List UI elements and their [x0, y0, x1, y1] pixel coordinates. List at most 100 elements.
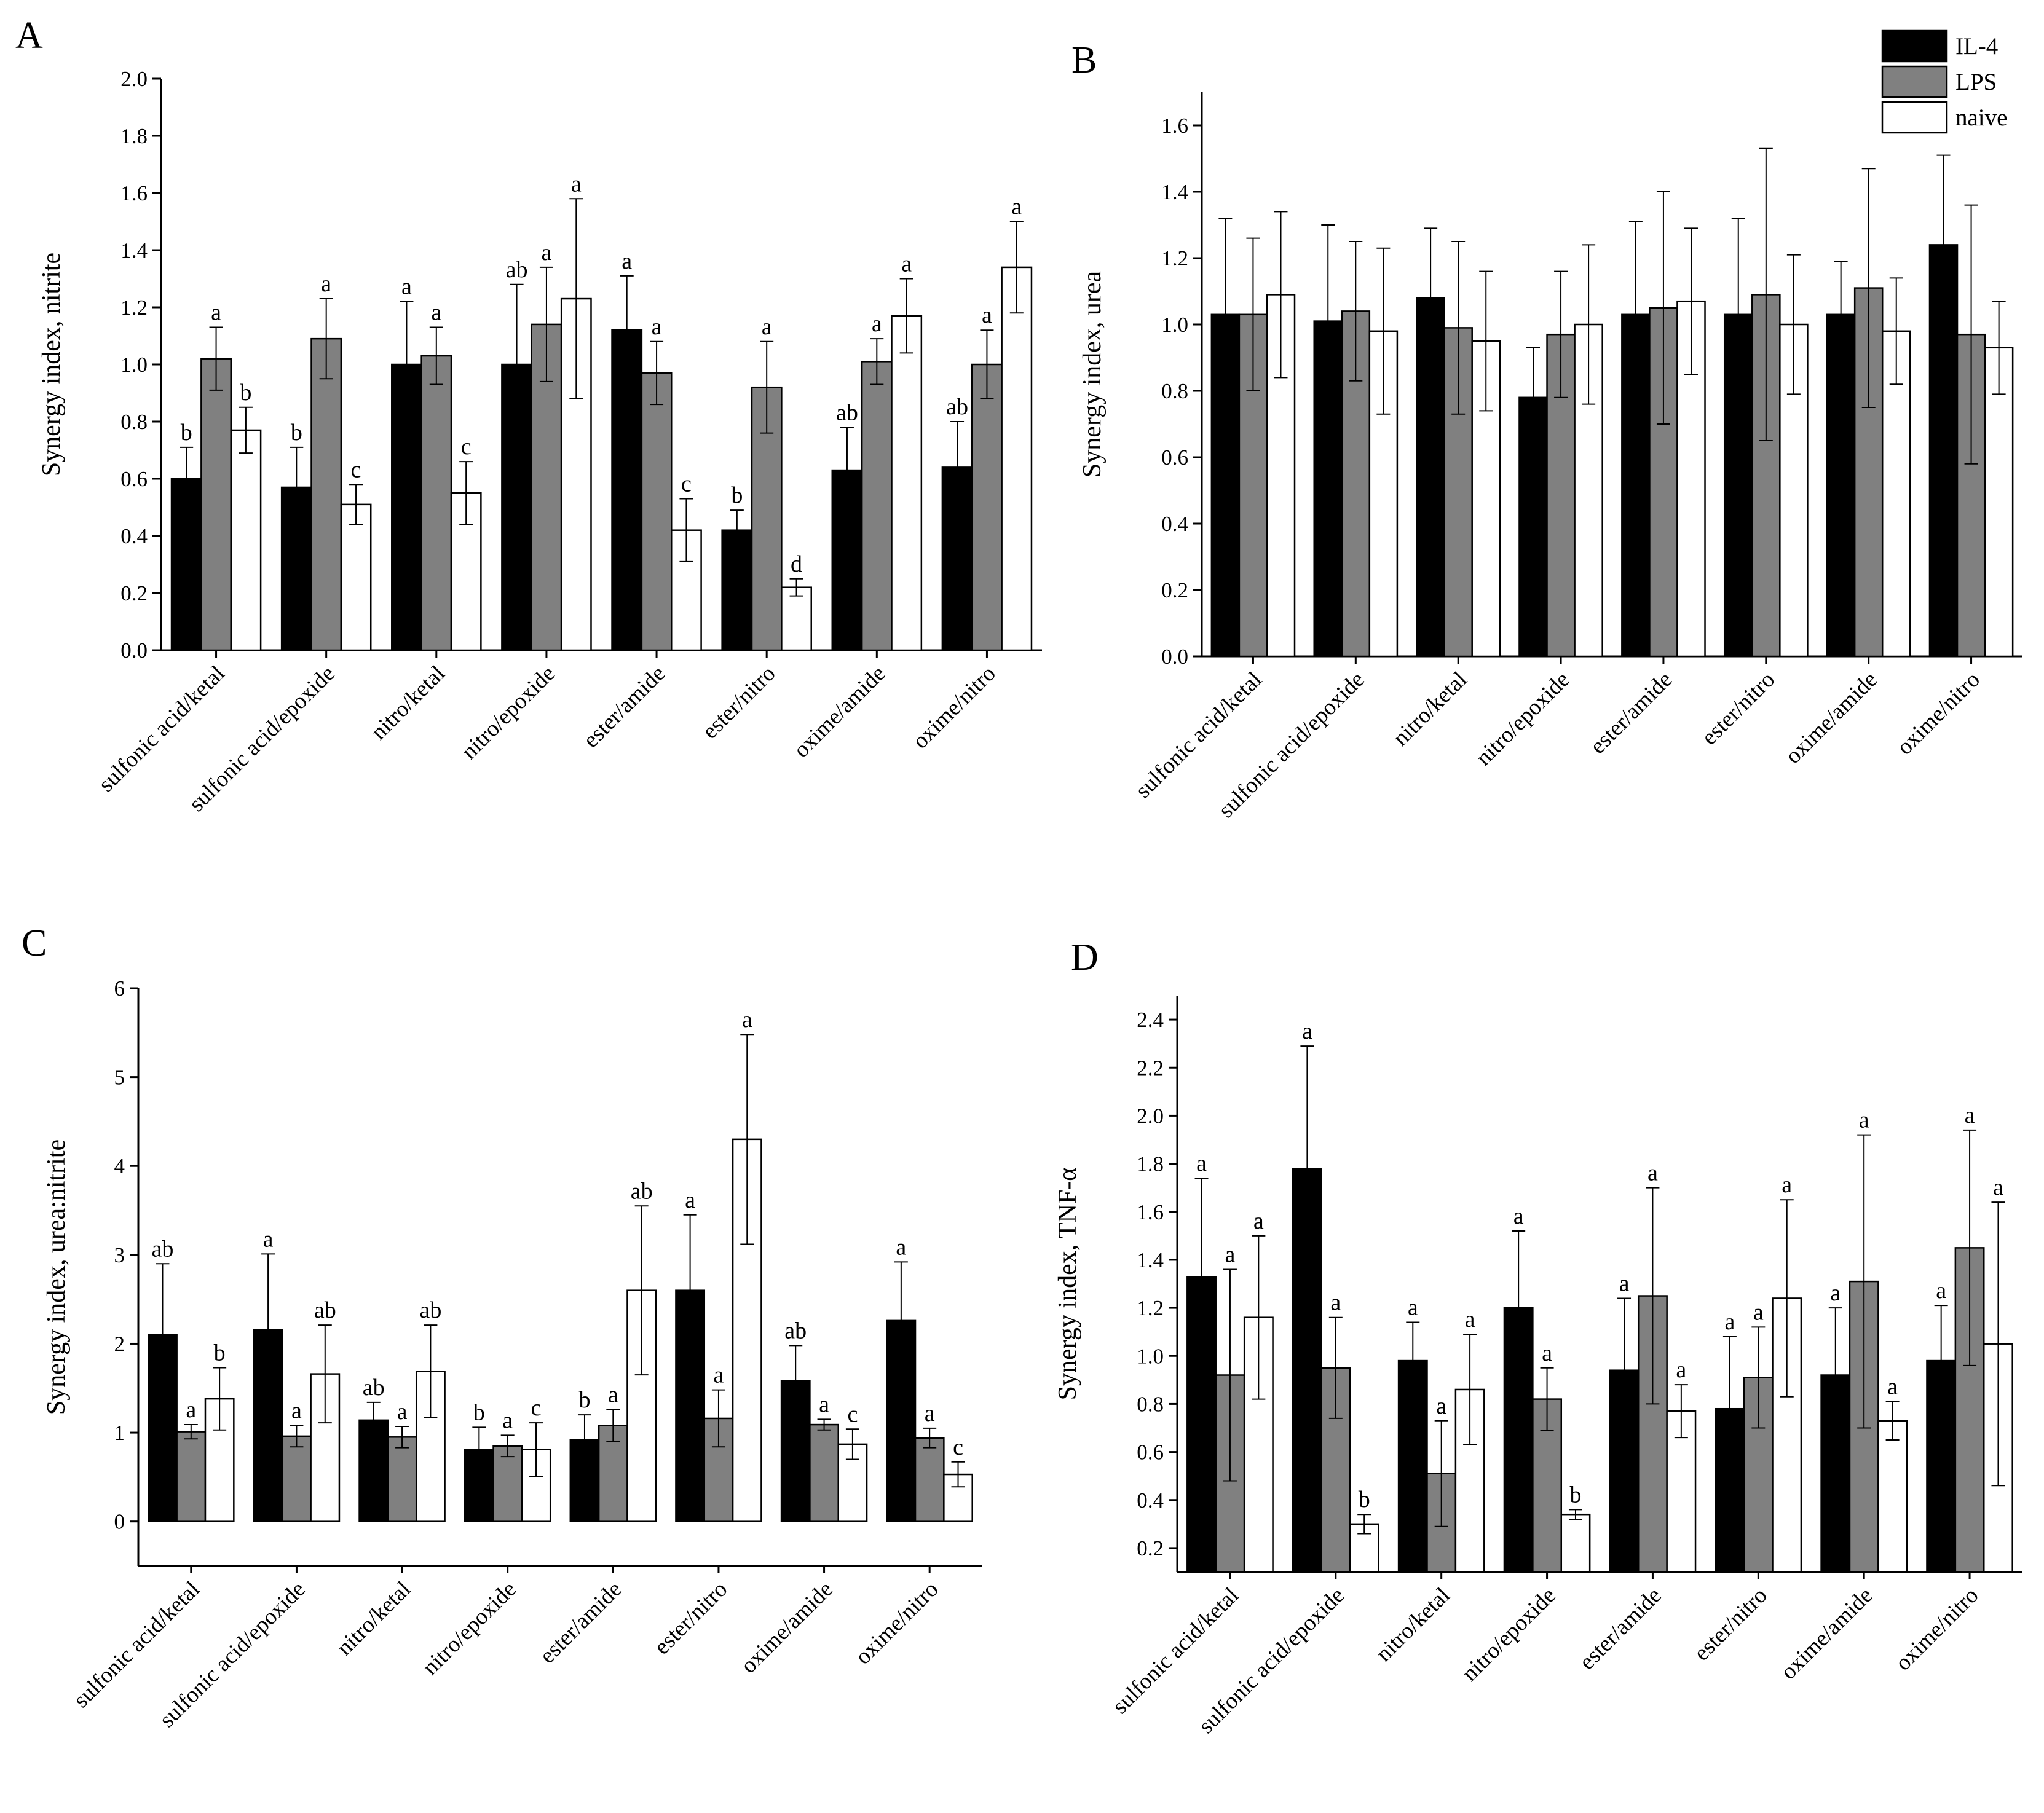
significance-label: ab: [363, 1375, 385, 1401]
bar-naive: [891, 315, 923, 651]
significance-label: ab: [314, 1297, 336, 1323]
y-tick-label: 2: [114, 1332, 125, 1356]
x-tick-label: ester/nitro: [697, 661, 780, 744]
significance-label: a: [263, 1226, 274, 1252]
y-tick-label: 0.4: [120, 524, 148, 548]
y-tick-label: 2.0: [120, 67, 148, 91]
significance-label: b: [181, 420, 192, 446]
y-tick-label: 0.6: [120, 467, 148, 491]
y-tick-label: 1.2: [120, 296, 148, 320]
x-tick-label: oxime/amide: [789, 661, 891, 763]
panel-label: C: [22, 922, 47, 964]
y-tick-label: 0.2: [120, 581, 148, 605]
y-axis-title: Synergy index, urea: [1078, 270, 1107, 478]
significance-label: a: [1225, 1242, 1236, 1268]
significance-label: c: [681, 471, 692, 497]
significance-label: a: [901, 251, 912, 277]
significance-label: a: [762, 314, 772, 340]
x-tick-label: ester/nitro: [1689, 1583, 1772, 1666]
y-axis-title: Synergy index, TNF-α: [1054, 1168, 1082, 1401]
bar-lps: [914, 1437, 945, 1522]
legend-swatch-naive: [1881, 101, 1948, 134]
significance-label: c: [953, 1434, 963, 1460]
y-tick-label: 1.0: [1161, 313, 1188, 337]
significance-label: ab: [419, 1297, 441, 1323]
significance-label: a: [1830, 1280, 1841, 1306]
y-tick-label: 0.4: [1137, 1489, 1164, 1512]
significance-label: ab: [152, 1236, 174, 1262]
y-axis-title: Synergy index, urea:nitrite: [42, 1139, 71, 1415]
significance-label: a: [925, 1401, 935, 1426]
significance-label: a: [571, 171, 582, 197]
significance-label: a: [819, 1391, 829, 1417]
significance-label: a: [1619, 1270, 1630, 1296]
significance-label: a: [1724, 1309, 1735, 1335]
y-tick-label: 1.2: [1161, 246, 1188, 270]
significance-label: a: [1302, 1018, 1312, 1044]
y-tick-label: 0.8: [1137, 1392, 1164, 1416]
significance-label: a: [1253, 1208, 1264, 1234]
y-tick-label: 1.2: [1137, 1296, 1164, 1320]
significance-label: a: [1676, 1357, 1686, 1383]
significance-label: a: [431, 300, 441, 326]
bar-naive: [1881, 330, 1911, 658]
significance-label: a: [1782, 1172, 1792, 1198]
x-tick-label: nitro/epoxide: [418, 1576, 522, 1680]
y-tick-label: 0.0: [1161, 645, 1188, 669]
significance-label: a: [685, 1187, 695, 1213]
bar-lps: [310, 337, 342, 651]
y-tick-label: 1.8: [1137, 1152, 1164, 1176]
legend-swatch-il-4: [1881, 29, 1948, 63]
y-tick-label: 0.8: [1161, 379, 1188, 403]
y-tick-label: 1.4: [120, 238, 148, 262]
significance-label: a: [1965, 1103, 1975, 1128]
significance-label: a: [1196, 1150, 1207, 1176]
x-tick-label: ester/nitro: [649, 1576, 732, 1659]
significance-label: a: [652, 314, 662, 340]
panel-label: D: [1071, 937, 1099, 978]
chart-panel-b: B 0.0 0.2 0.4 0.6 0.8 1.0 1.2 1.4 1.6 Synergy inde…: [1071, 39, 2022, 823]
significance-label: a: [1408, 1295, 1418, 1321]
y-tick-label: 5: [114, 1066, 125, 1090]
y-tick-label: 0.2: [1161, 578, 1188, 602]
x-tick-label: nitro/ketal: [366, 661, 451, 745]
bar-naive: [1676, 300, 1706, 658]
bar-lps: [492, 1445, 523, 1522]
significance-label: ab: [631, 1178, 653, 1204]
y-tick-label: 2.0: [1137, 1104, 1164, 1128]
significance-label: a: [291, 1398, 302, 1424]
significance-label: a: [542, 240, 552, 265]
significance-label: ab: [836, 399, 858, 425]
significance-label: a: [982, 302, 992, 328]
bar-naive: [837, 1443, 868, 1522]
x-tick-label: oxime/nitro: [1890, 1583, 1983, 1675]
y-tick-label: 6: [114, 977, 125, 1001]
significance-label: a: [1330, 1290, 1341, 1316]
x-tick-label: nitro/epoxide: [457, 661, 561, 765]
x-tick-label: oxime/nitro: [850, 1576, 943, 1669]
significance-label: c: [847, 1401, 858, 1427]
bar-lps: [282, 1435, 312, 1522]
x-tick-label: ester/amide: [578, 661, 671, 753]
y-tick-label: 0: [114, 1510, 125, 1534]
x-tick-label: nitro/ketal: [1388, 667, 1472, 751]
bar-lps: [641, 372, 673, 651]
significance-label: a: [397, 1399, 408, 1425]
bar-lps: [200, 358, 232, 651]
y-tick-label: 1.4: [1137, 1248, 1164, 1272]
bar-lps: [176, 1431, 207, 1522]
significance-label: a: [1887, 1374, 1898, 1400]
significance-label: a: [1936, 1278, 1946, 1304]
bar-lps: [387, 1436, 417, 1522]
y-tick-label: 1.6: [1137, 1200, 1164, 1224]
significance-label: ab: [946, 394, 968, 420]
y-tick-label: 2.2: [1137, 1056, 1164, 1080]
significance-label: c: [531, 1395, 542, 1421]
significance-label: b: [240, 380, 251, 406]
x-tick-label: oxime/nitro: [1892, 667, 1985, 760]
significance-label: a: [714, 1363, 724, 1388]
bar-il-4: [1826, 313, 1856, 658]
x-tick-label: ester/nitro: [1697, 667, 1780, 750]
y-tick-label: 1.0: [120, 353, 148, 377]
